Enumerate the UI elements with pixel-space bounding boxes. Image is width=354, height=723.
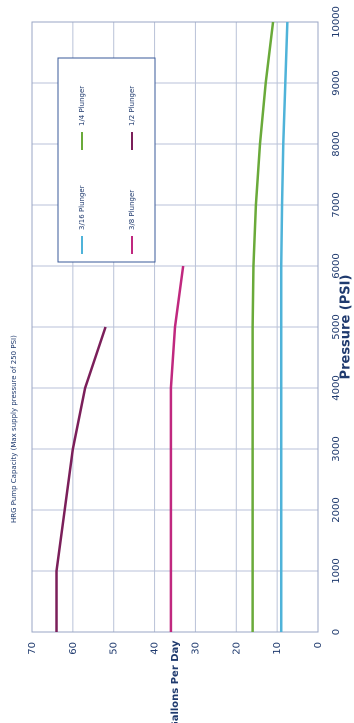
y-tick-label: 20 xyxy=(231,642,242,655)
plot-border xyxy=(31,21,319,633)
chart-frame: HRG Pump Capacity (Max supply pressure o… xyxy=(10,6,354,723)
legend-label: 3/16 Plunger xyxy=(78,185,86,230)
x-tick-label: 4000 xyxy=(331,375,342,400)
x-tick-label: 1000 xyxy=(331,558,342,583)
series-line xyxy=(279,21,289,632)
x-axis-label: Pressure (PSI) xyxy=(339,275,354,380)
series-line xyxy=(251,21,275,632)
legend-label: 1/2 Plunger xyxy=(128,86,136,126)
y-tick-label: 0 xyxy=(313,642,324,648)
x-tick-label: 10000 xyxy=(331,6,342,38)
x-tick-label: 3000 xyxy=(331,436,342,461)
series-line xyxy=(169,265,185,632)
y-axis-label: Gallons Per Day xyxy=(170,640,181,723)
x-tick-label: 2000 xyxy=(331,497,342,522)
y-tick-label: 70 xyxy=(27,642,38,655)
x-tick-label: 9000 xyxy=(331,70,342,95)
legend-box xyxy=(57,57,156,263)
y-tick-label: 30 xyxy=(190,642,201,655)
x-tick-label: 8000 xyxy=(331,131,342,156)
series-line xyxy=(55,326,107,632)
y-tick-label: 10 xyxy=(272,642,283,655)
legend-label: 3/8 Plunger xyxy=(128,190,136,230)
y-tick-label: 50 xyxy=(109,642,120,655)
legend-label: 1/4 Plunger xyxy=(78,86,86,126)
x-tick-label: 0 xyxy=(331,629,342,635)
y-tick-label: 60 xyxy=(68,642,79,655)
x-tick-label: 7000 xyxy=(331,192,342,217)
x-tick-label: 5000 xyxy=(331,314,342,339)
x-tick-label: 6000 xyxy=(331,253,342,278)
chart-title: HRG Pump Capacity (Max supply pressure o… xyxy=(10,335,18,523)
y-tick-label: 40 xyxy=(150,642,161,655)
